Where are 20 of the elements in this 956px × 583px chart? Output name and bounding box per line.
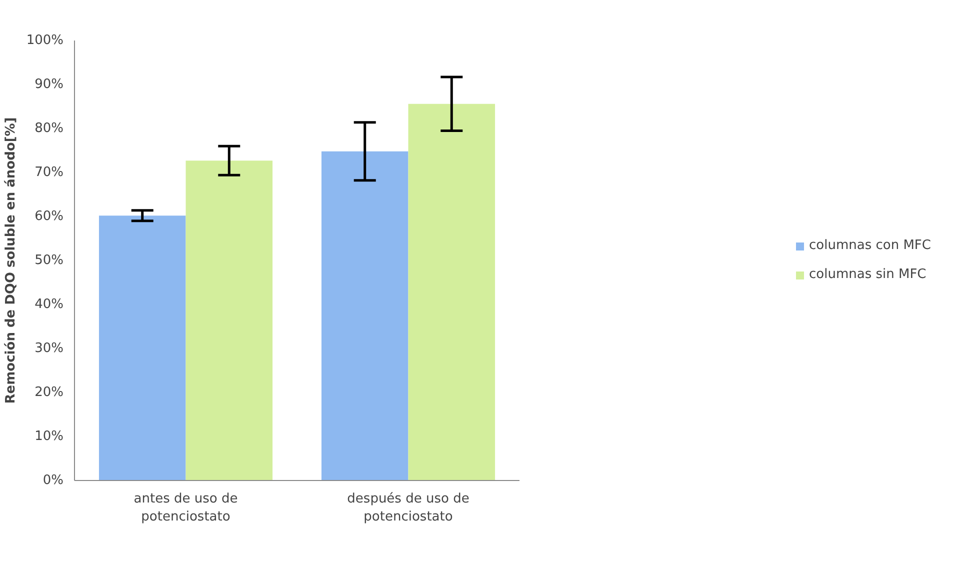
y-tick-label: 70%: [34, 165, 64, 180]
y-tick-label: 40%: [34, 297, 64, 312]
bar: [321, 151, 408, 480]
y-tick-label: 10%: [34, 429, 64, 444]
y-tick-label: 90%: [34, 77, 64, 92]
y-tick-label: 50%: [34, 253, 64, 268]
y-tick-label: 60%: [34, 209, 64, 224]
bar: [408, 104, 496, 480]
bar: [186, 160, 273, 480]
x-tick-label: antes de uso de potenciostato: [134, 492, 238, 524]
legend-label: columnas con MFC: [809, 238, 931, 253]
legend-label: columnas sin MFC: [809, 267, 926, 282]
y-tick-label: 80%: [34, 121, 64, 136]
x-tick-label: después de uso de potenciostato: [347, 492, 470, 524]
y-tick-label: 30%: [34, 341, 64, 356]
y-tick-label: 0%: [42, 473, 64, 488]
y-tick-label: 100%: [26, 33, 64, 48]
y-tick-label: 20%: [34, 385, 64, 400]
y-axis-title: Remoción de DQO soluble en ánodo[%]: [3, 117, 18, 404]
bar: [98, 216, 186, 480]
